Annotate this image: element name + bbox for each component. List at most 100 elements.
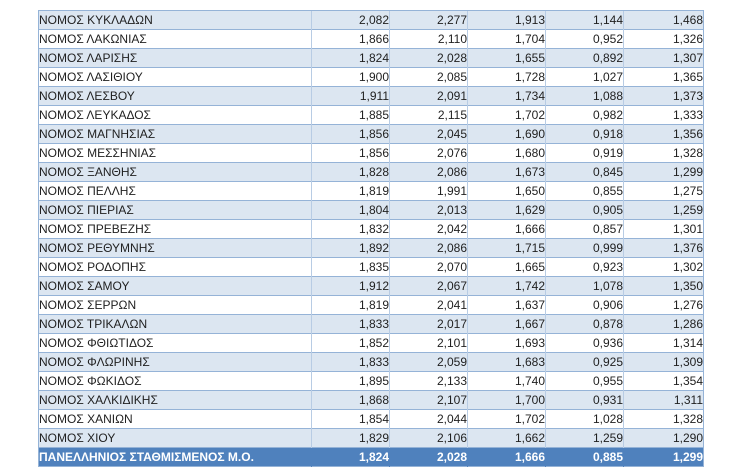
value-cell: 1,144 <box>545 10 624 30</box>
value-cell: 2,067 <box>389 276 468 296</box>
value-cell: 2,013 <box>389 200 468 220</box>
value-cell: 2,044 <box>389 409 468 429</box>
table-row: ΝΟΜΟΣ ΧΑΛΚΙΔΙΚΗΣ 1,868 2,107 1,700 0,931 1,31… <box>38 390 704 410</box>
table-row: ΝΟΜΟΣ ΧΑΝΙΩΝ 1,854 2,044 1,702 1,028 1,328 <box>38 409 704 429</box>
table-body: ΝΟΜΟΣ ΚΥΚΛΑΔΩΝ 2,082 2,277 1,913 1,144 1,468 Ν… <box>38 10 704 467</box>
table-row: ΝΟΜΟΣ ΞΑΝΘΗΣ 1,828 2,086 1,673 0,845 1,299 <box>38 162 704 182</box>
value-cell: 1,715 <box>467 238 546 258</box>
table-row: ΝΟΜΟΣ ΦΩΚΙΔΟΣ 1,895 2,133 1,740 0,955 1,354 <box>38 371 704 391</box>
row-label: ΝΟΜΟΣ ΜΑΓΝΗΣΙΑΣ <box>38 124 312 144</box>
row-label: ΝΟΜΟΣ ΤΡΙΚΑΛΩΝ <box>38 314 312 334</box>
value-cell: 2,091 <box>389 86 468 106</box>
value-cell: 1,356 <box>623 124 704 144</box>
value-cell: 1,740 <box>467 371 546 391</box>
row-label: ΝΟΜΟΣ ΡΕΘΥΜΝΗΣ <box>38 238 312 258</box>
value-cell: 1,311 <box>623 390 704 410</box>
value-cell: 1,680 <box>467 143 546 163</box>
value-cell: 1,328 <box>623 143 704 163</box>
row-label: ΝΟΜΟΣ ΣΑΜΟΥ <box>38 276 312 296</box>
value-cell: 2,110 <box>389 29 468 49</box>
value-cell: 1,299 <box>623 447 704 467</box>
prefecture-averages-table: ΝΟΜΟΣ ΚΥΚΛΑΔΩΝ 2,082 2,277 1,913 1,144 1,468 Ν… <box>38 10 704 467</box>
summary-row: ΠΑΝΕΛΛΗΝΙΟΣ ΣΤΑΘΜΙΣΜΕΝΟΣ Μ.Ο. 1,824 2,028 1… <box>38 447 704 467</box>
value-cell: 2,106 <box>389 428 468 448</box>
row-label: ΝΟΜΟΣ ΧΙΟΥ <box>38 428 312 448</box>
value-cell: 1,819 <box>311 295 390 315</box>
value-cell: 0,999 <box>545 238 624 258</box>
value-cell: 1,302 <box>623 257 704 277</box>
value-cell: 1,804 <box>311 200 390 220</box>
value-cell: 2,045 <box>389 124 468 144</box>
value-cell: 2,115 <box>389 105 468 125</box>
value-cell: 1,833 <box>311 314 390 334</box>
row-label: ΝΟΜΟΣ ΧΑΝΙΩΝ <box>38 409 312 429</box>
table-row: ΝΟΜΟΣ ΧΙΟΥ 1,829 2,106 1,662 1,259 1,290 <box>38 428 704 448</box>
value-cell: 1,866 <box>311 29 390 49</box>
value-cell: 2,086 <box>389 238 468 258</box>
summary-row-label: ΠΑΝΕΛΛΗΝΙΟΣ ΣΤΑΘΜΙΣΜΕΝΟΣ Μ.Ο. <box>38 447 312 467</box>
row-label: ΝΟΜΟΣ ΦΩΚΙΔΟΣ <box>38 371 312 391</box>
row-label: ΝΟΜΟΣ ΠΕΛΛΗΣ <box>38 181 312 201</box>
table-row: ΝΟΜΟΣ ΦΘΙΩΤΙΔΟΣ 1,852 2,101 1,693 0,936 1,314 <box>38 333 704 353</box>
table-row: ΝΟΜΟΣ ΜΑΓΝΗΣΙΑΣ 1,856 2,045 1,690 0,918 1,356 <box>38 124 704 144</box>
value-cell: 1,350 <box>623 276 704 296</box>
row-label: ΝΟΜΟΣ ΧΑΛΚΙΔΙΚΗΣ <box>38 390 312 410</box>
value-cell: 0,982 <box>545 105 624 125</box>
value-cell: 1,028 <box>545 409 624 429</box>
value-cell: 1,326 <box>623 29 704 49</box>
value-cell: 1,650 <box>467 181 546 201</box>
value-cell: 1,027 <box>545 67 624 87</box>
value-cell: 1,373 <box>623 86 704 106</box>
value-cell: 1,309 <box>623 352 704 372</box>
table-row: ΝΟΜΟΣ ΤΡΙΚΑΛΩΝ 1,833 2,017 1,667 0,878 1,286 <box>38 314 704 334</box>
value-cell: 1,824 <box>311 447 390 467</box>
value-cell: 0,906 <box>545 295 624 315</box>
value-cell: 2,277 <box>389 10 468 30</box>
value-cell: 1,376 <box>623 238 704 258</box>
value-cell: 2,082 <box>311 10 390 30</box>
value-cell: 1,259 <box>623 200 704 220</box>
value-cell: 1,912 <box>311 276 390 296</box>
value-cell: 1,275 <box>623 181 704 201</box>
value-cell: 2,059 <box>389 352 468 372</box>
value-cell: 1,301 <box>623 219 704 239</box>
value-cell: 1,854 <box>311 409 390 429</box>
value-cell: 0,892 <box>545 48 624 68</box>
table-row: ΝΟΜΟΣ ΛΑΣΙΘΙΟΥ 1,900 2,085 1,728 1,027 1,365 <box>38 67 704 87</box>
value-cell: 1,299 <box>623 162 704 182</box>
value-cell: 0,923 <box>545 257 624 277</box>
value-cell: 1,088 <box>545 86 624 106</box>
value-cell: 1,290 <box>623 428 704 448</box>
value-cell: 2,085 <box>389 67 468 87</box>
value-cell: 1,637 <box>467 295 546 315</box>
value-cell: 2,041 <box>389 295 468 315</box>
table-row: ΝΟΜΟΣ ΣΑΜΟΥ 1,912 2,067 1,742 1,078 1,350 <box>38 276 704 296</box>
value-cell: 1,314 <box>623 333 704 353</box>
value-cell: 1,365 <box>623 67 704 87</box>
value-cell: 1,702 <box>467 409 546 429</box>
row-label: ΝΟΜΟΣ ΚΥΚΛΑΔΩΝ <box>38 10 312 30</box>
value-cell: 1,666 <box>467 447 546 467</box>
value-cell: 1,333 <box>623 105 704 125</box>
table-row: ΝΟΜΟΣ ΛΕΣΒΟΥ 1,911 2,091 1,734 1,088 1,373 <box>38 86 704 106</box>
value-cell: 0,931 <box>545 390 624 410</box>
table-row: ΝΟΜΟΣ ΣΕΡΡΩΝ 1,819 2,041 1,637 0,906 1,276 <box>38 295 704 315</box>
table-row: ΝΟΜΟΣ ΠΕΛΛΗΣ 1,819 1,991 1,650 0,855 1,275 <box>38 181 704 201</box>
value-cell: 0,919 <box>545 143 624 163</box>
value-cell: 1,991 <box>389 181 468 201</box>
value-cell: 1,856 <box>311 124 390 144</box>
table-row: ΝΟΜΟΣ ΛΕΥΚΑΔΟΣ 1,885 2,115 1,702 0,982 1,333 <box>38 105 704 125</box>
value-cell: 0,925 <box>545 352 624 372</box>
table-row: ΝΟΜΟΣ ΠΡΕΒΕΖΗΣ 1,832 2,042 1,666 0,857 1,301 <box>38 219 704 239</box>
value-cell: 0,936 <box>545 333 624 353</box>
row-label: ΝΟΜΟΣ ΡΟΔΟΠΗΣ <box>38 257 312 277</box>
table-row: ΝΟΜΟΣ ΚΥΚΛΑΔΩΝ 2,082 2,277 1,913 1,144 1,468 <box>38 10 704 30</box>
row-label: ΝΟΜΟΣ ΠΡΕΒΕΖΗΣ <box>38 219 312 239</box>
value-cell: 1,819 <box>311 181 390 201</box>
value-cell: 1,328 <box>623 409 704 429</box>
value-cell: 1,286 <box>623 314 704 334</box>
value-cell: 0,918 <box>545 124 624 144</box>
value-cell: 1,078 <box>545 276 624 296</box>
value-cell: 1,913 <box>467 10 546 30</box>
